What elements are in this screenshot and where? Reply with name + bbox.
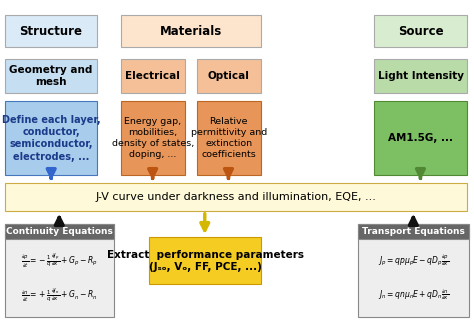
FancyBboxPatch shape <box>197 101 261 175</box>
FancyBboxPatch shape <box>5 224 114 239</box>
Text: Define each layer,
conductor,
semiconductor,
electrodes, ...: Define each layer, conductor, semiconduc… <box>1 114 100 162</box>
FancyBboxPatch shape <box>149 237 261 284</box>
FancyBboxPatch shape <box>358 224 469 239</box>
Text: Geometry and
mesh: Geometry and mesh <box>9 65 92 87</box>
Text: AM1.5G, ...: AM1.5G, ... <box>388 133 453 143</box>
FancyBboxPatch shape <box>121 101 185 175</box>
FancyBboxPatch shape <box>374 59 467 93</box>
FancyBboxPatch shape <box>5 59 97 93</box>
Text: Relative
permittivity and
extinction
coefficients: Relative permittivity and extinction coe… <box>191 117 267 159</box>
Text: Source: Source <box>398 25 444 38</box>
Text: Light Intensity: Light Intensity <box>378 71 464 81</box>
FancyBboxPatch shape <box>121 15 261 47</box>
FancyBboxPatch shape <box>374 101 467 175</box>
FancyBboxPatch shape <box>197 59 261 93</box>
Text: Continuity Equations: Continuity Equations <box>6 227 113 236</box>
Text: $J_n = qn\mu_n E + qD_n\frac{\partial n}{\partial x}$: $J_n = qn\mu_n E + qD_n\frac{\partial n}… <box>378 288 449 302</box>
FancyBboxPatch shape <box>121 59 185 93</box>
FancyBboxPatch shape <box>5 15 97 47</box>
Text: Optical: Optical <box>208 71 250 81</box>
Text: $\frac{\partial n}{\partial t} = +\frac{1}{q}\frac{\partial J_n}{\partial x} + G: $\frac{\partial n}{\partial t} = +\frac{… <box>21 286 98 304</box>
FancyBboxPatch shape <box>374 15 467 47</box>
Text: $\frac{\partial p}{\partial t} = -\frac{1}{q}\frac{\partial J_p}{\partial x} + G: $\frac{\partial p}{\partial t} = -\frac{… <box>21 252 98 270</box>
Text: Energy gap,
mobilities,
density of states,
doping, ...: Energy gap, mobilities, density of state… <box>112 117 194 159</box>
FancyBboxPatch shape <box>5 101 97 175</box>
Text: $J_p = qp\mu_p E - qD_p\frac{\partial p}{\partial x}$: $J_p = qp\mu_p E - qD_p\frac{\partial p}… <box>378 254 449 268</box>
FancyBboxPatch shape <box>5 183 467 211</box>
Text: Structure: Structure <box>19 25 82 38</box>
Text: Extract  performance parameters
(Jₛₒ, Vₒ⁣, FF, PCE, ...): Extract performance parameters (Jₛₒ, Vₒ⁣… <box>107 250 303 272</box>
Text: Transport Equations: Transport Equations <box>362 227 465 236</box>
Text: Materials: Materials <box>160 25 222 38</box>
Text: Electrical: Electrical <box>126 71 180 81</box>
Text: J-V curve under darkness and illumination, EQE, ...: J-V curve under darkness and illuminatio… <box>95 192 376 202</box>
FancyBboxPatch shape <box>5 224 114 317</box>
FancyBboxPatch shape <box>358 224 469 317</box>
